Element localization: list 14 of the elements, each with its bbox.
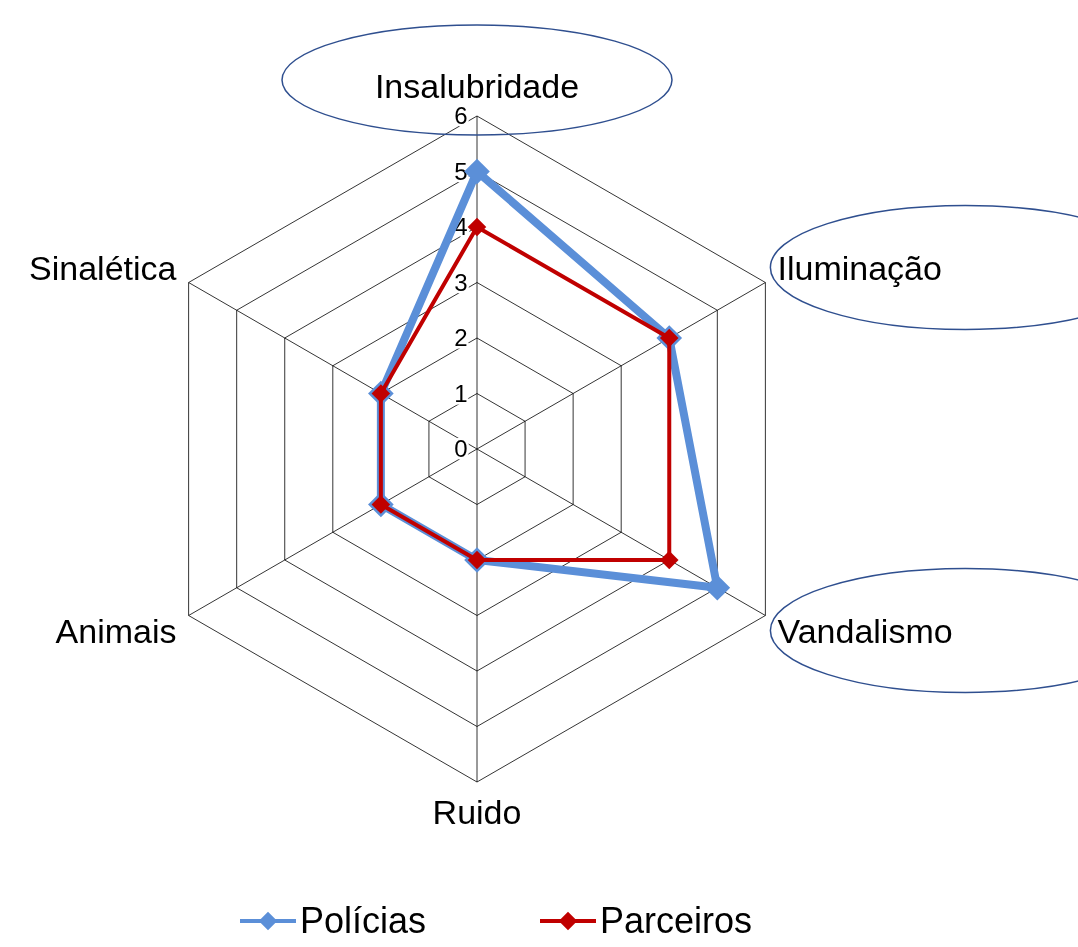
spoke-label: Vandalismo bbox=[777, 611, 953, 650]
y-tick-label: 0 bbox=[454, 435, 468, 462]
spoke-label: Iluminação bbox=[777, 248, 942, 287]
y-tick-label: 1 bbox=[454, 379, 468, 407]
legend-label: Polícias bbox=[300, 900, 427, 941]
spoke-label: Sinalética bbox=[29, 248, 177, 287]
y-tick-label: 2 bbox=[454, 324, 468, 351]
spoke-label: Insalubridade bbox=[374, 67, 580, 105]
y-tick-label: 5 bbox=[454, 157, 468, 185]
legend-label: Parceiros bbox=[600, 900, 753, 941]
y-tick-label: 6 bbox=[454, 102, 468, 129]
y-tick-label: 3 bbox=[454, 268, 468, 296]
spoke-label: Animais bbox=[55, 611, 177, 650]
spoke-label: Ruido bbox=[432, 793, 522, 831]
